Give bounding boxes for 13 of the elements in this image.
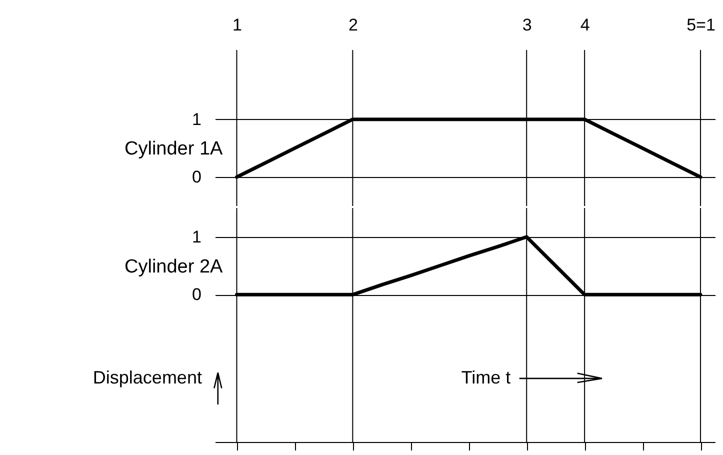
y-tick-label: 1 <box>192 110 202 129</box>
annotation: Time t <box>461 367 511 388</box>
x-tick-label: 3 <box>522 16 532 34</box>
y-tick-label: 0 <box>192 285 202 304</box>
x-tick-label: 1 <box>232 16 242 34</box>
x-tick-label: 4 <box>580 16 590 34</box>
y-tick-label: 1 <box>192 227 202 246</box>
x-tick-label: 2 <box>348 16 358 34</box>
text: Displacement <box>92 367 202 388</box>
y-axis-title: Cylinder 2A <box>124 256 224 278</box>
x-tick-label: 5=1 <box>686 16 716 34</box>
y-axis-title: Cylinder 1A <box>124 138 224 160</box>
y-tick-label: 0 <box>192 168 202 187</box>
